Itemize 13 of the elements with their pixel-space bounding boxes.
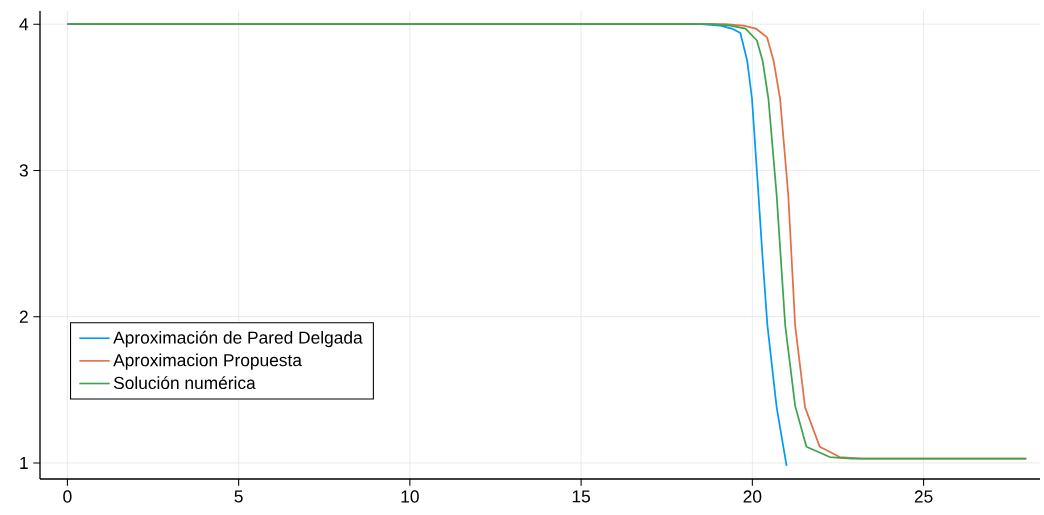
y-tick-label: 2 bbox=[19, 310, 28, 323]
legend-label: Solución numérica bbox=[113, 376, 256, 390]
x-tick-label: 0 bbox=[63, 490, 72, 503]
x-tick-label: 25 bbox=[914, 490, 933, 503]
y-tick-label: 1 bbox=[20, 456, 28, 469]
x-tick-label: 5 bbox=[234, 490, 243, 503]
x-tick-label: 10 bbox=[401, 490, 419, 503]
y-tick-label: 4 bbox=[19, 18, 29, 31]
y-tick-label: 3 bbox=[19, 164, 28, 177]
legend-label: Aproximación de Pared Delgada bbox=[113, 330, 363, 348]
x-tick-label: 20 bbox=[743, 490, 762, 503]
legend-label: Aproximacion Propuesta bbox=[113, 353, 302, 370]
x-tick-label: 15 bbox=[572, 490, 591, 503]
